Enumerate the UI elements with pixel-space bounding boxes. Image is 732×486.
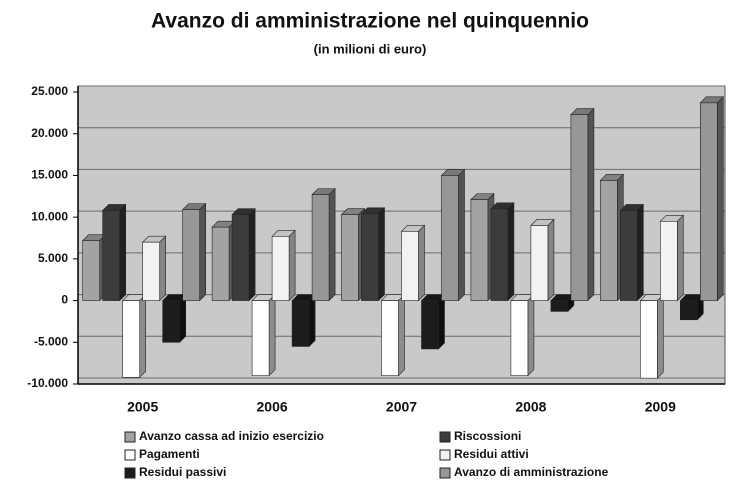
- bar-side: [676, 214, 684, 302]
- legend-label: Avanzo di amministrazione: [454, 465, 609, 479]
- legend-swatch: [439, 467, 451, 479]
- bar-side: [656, 293, 664, 379]
- bar: [599, 180, 618, 301]
- x-tick-label: 2007: [386, 399, 417, 415]
- bar-side: [418, 224, 425, 302]
- bar: [341, 214, 359, 301]
- bar-side: [507, 202, 515, 302]
- bar-side: [547, 218, 555, 302]
- bar: [401, 231, 419, 301]
- bar: [381, 300, 399, 376]
- bar: [550, 300, 569, 312]
- bar: [619, 210, 638, 301]
- bar-side: [308, 293, 316, 348]
- legend-swatch: [439, 449, 451, 461]
- bar: [530, 225, 549, 301]
- bar-side: [248, 207, 256, 302]
- x-tick-label: 2005: [127, 399, 158, 415]
- legend-swatch: [439, 431, 451, 443]
- bar-side: [288, 229, 296, 302]
- bar-side: [328, 187, 336, 302]
- bar: [361, 213, 379, 301]
- bar: [162, 300, 180, 343]
- x-tick-label: 2008: [515, 399, 546, 415]
- bar-side: [268, 293, 276, 377]
- y-tick-label: 5.000: [38, 251, 68, 265]
- legend-label: Residui passivi: [139, 465, 226, 479]
- y-tick-label: 10.000: [31, 209, 68, 223]
- bar: [510, 300, 529, 376]
- bar: [570, 114, 589, 301]
- y-tick-label: 25.000: [31, 84, 68, 98]
- bar: [251, 300, 270, 376]
- bar-side: [119, 203, 126, 302]
- legend-label: Pagamenti: [139, 447, 200, 461]
- bar-side: [139, 293, 146, 379]
- chart-title: Avanzo di amministrazione nel quinquenni…: [151, 10, 589, 33]
- bar: [659, 221, 678, 301]
- x-tick-label: 2006: [257, 399, 288, 415]
- bar-side: [716, 96, 724, 302]
- legend-swatch: [124, 431, 136, 443]
- bar-side: [179, 293, 186, 344]
- y-tick-label: 15.000: [31, 168, 68, 182]
- bar: [421, 300, 439, 350]
- y-tick-label: -10.000: [27, 376, 68, 390]
- bar: [490, 208, 509, 301]
- bar: [82, 240, 100, 301]
- bar-side: [636, 203, 644, 302]
- bar-side: [458, 168, 465, 302]
- bar: [639, 300, 658, 379]
- bar: [441, 175, 459, 301]
- bar: [311, 194, 330, 301]
- y-tick-label: 20.000: [31, 126, 68, 140]
- bar: [679, 300, 698, 321]
- bar: [699, 102, 718, 301]
- bar-side: [199, 202, 206, 302]
- bar: [291, 300, 310, 347]
- bar: [231, 214, 250, 301]
- bar: [470, 199, 489, 301]
- bar: [102, 210, 120, 301]
- chart-subtitle: (in milioni di euro): [314, 41, 427, 56]
- bar-side: [527, 293, 535, 377]
- bar: [211, 226, 230, 301]
- y-tick-label: 0: [61, 293, 68, 307]
- legend-label: Avanzo cassa ad inizio esercizio: [139, 429, 324, 443]
- bar-side: [159, 235, 166, 302]
- bar: [271, 236, 290, 301]
- legend-label: Riscossioni: [454, 429, 521, 443]
- y-tick-label: -5.000: [34, 334, 68, 348]
- bar-side: [398, 293, 405, 377]
- bar-side: [587, 107, 595, 302]
- bar: [182, 209, 200, 301]
- bar: [122, 300, 140, 378]
- legend-swatch: [124, 467, 136, 479]
- x-tick-label: 2009: [645, 399, 676, 415]
- legend-swatch: [124, 449, 136, 461]
- legend-label: Residui attivi: [454, 447, 529, 461]
- bar-side: [438, 293, 445, 350]
- bar-side: [378, 207, 385, 302]
- bar: [142, 241, 160, 301]
